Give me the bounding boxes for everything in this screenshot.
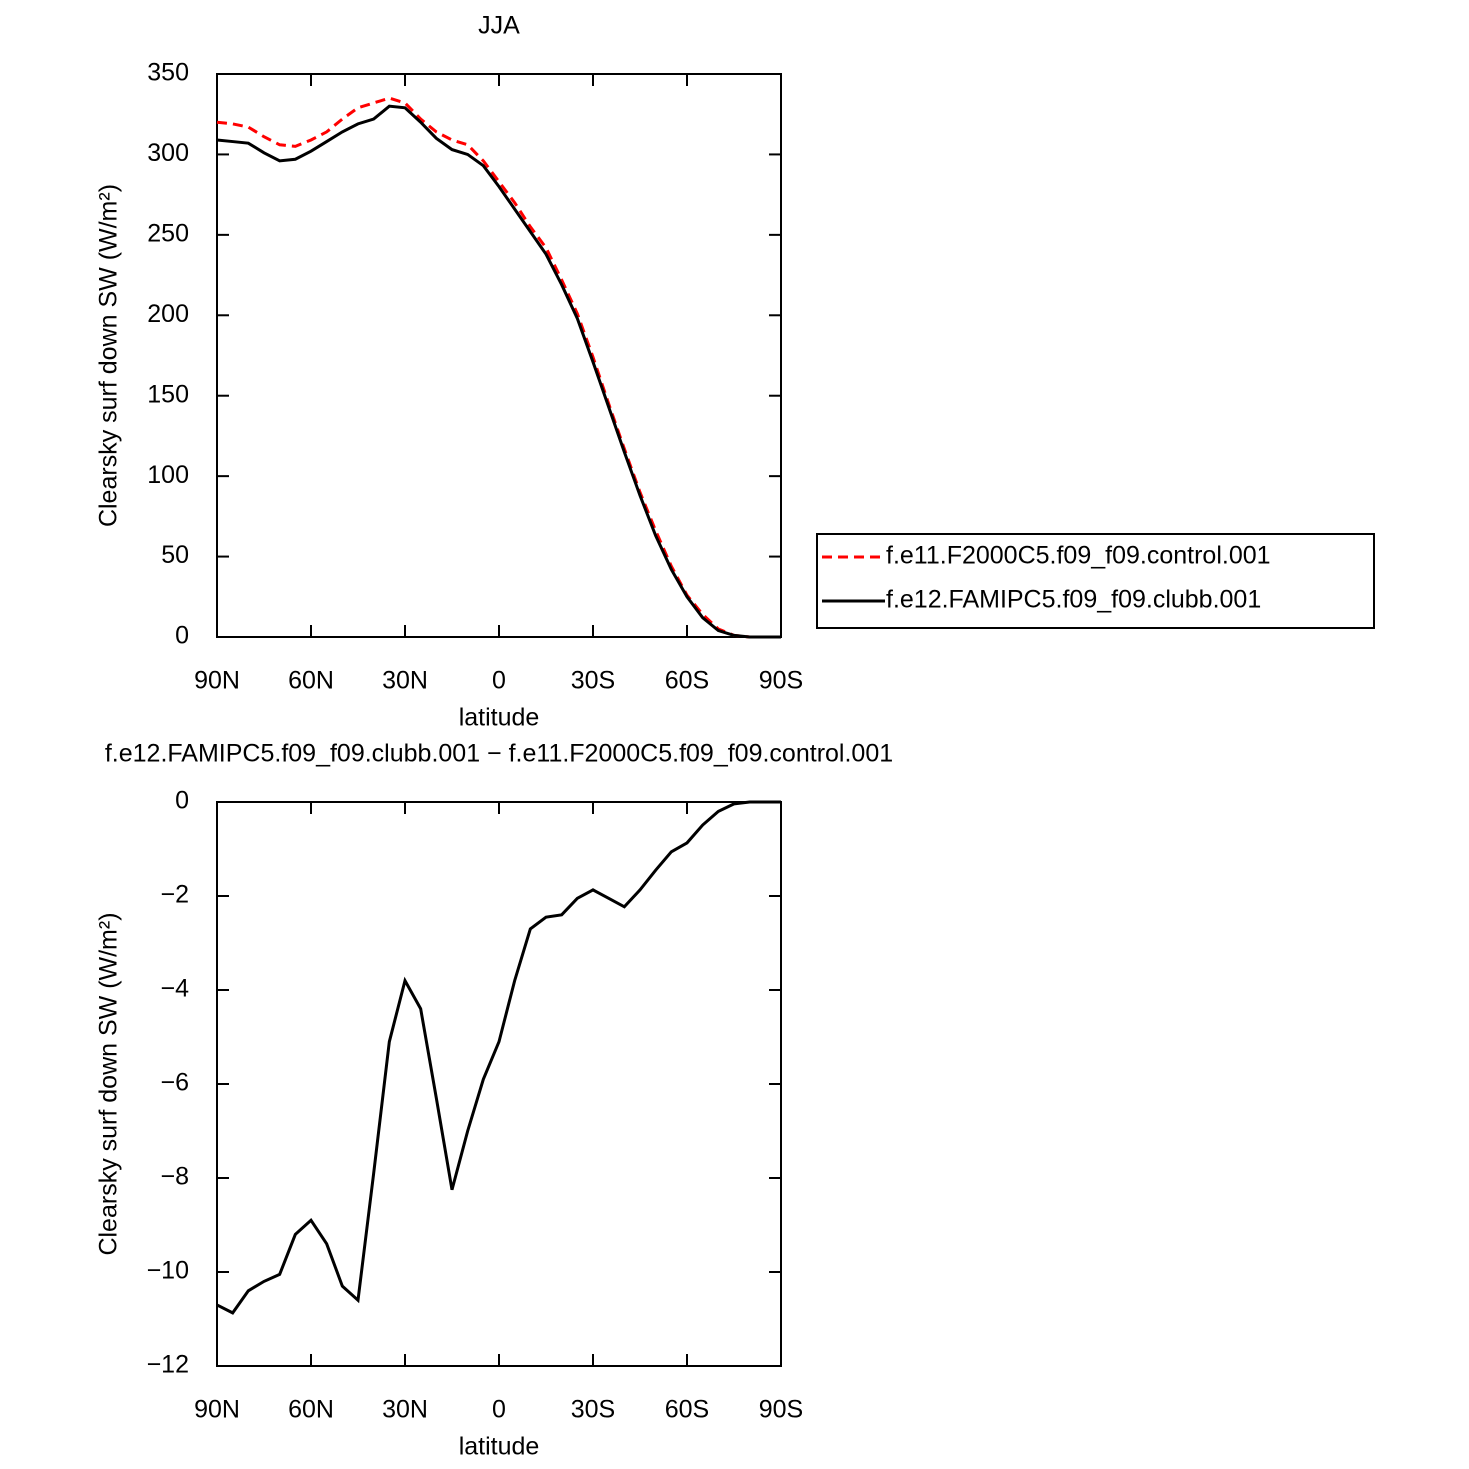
plot-frame <box>216 73 782 638</box>
x-tick-label: 30S <box>571 1396 615 1424</box>
y-tick-label: 200 <box>147 300 189 328</box>
x-axis-label: latitude <box>459 704 540 732</box>
legend-label: f.e12.FAMIPC5.f09_f09.clubb.001 <box>886 586 1261 614</box>
x-tick-label: 90S <box>759 667 803 695</box>
y-tick-label: −8 <box>160 1163 189 1191</box>
chart-title: f.e12.FAMIPC5.f09_f09.clubb.001 − f.e11.… <box>105 740 893 768</box>
y-tick-label: 50 <box>161 541 189 569</box>
x-tick-label: 60N <box>288 667 334 695</box>
x-tick-label: 30N <box>382 1396 428 1424</box>
y-tick-label: 0 <box>175 787 189 815</box>
legend-box <box>816 533 1375 629</box>
y-tick-label: 300 <box>147 139 189 167</box>
x-tick-label: 90S <box>759 1396 803 1424</box>
y-tick-label: 350 <box>147 59 189 87</box>
data-line <box>216 96 781 639</box>
plot-frame <box>216 801 782 1367</box>
y-tick-label: −2 <box>160 881 189 909</box>
y-axis-label: Clearsky surf down SW (W/m²) <box>95 912 123 1255</box>
x-tick-label: 0 <box>492 1396 506 1424</box>
y-tick-label: 100 <box>147 461 189 489</box>
x-tick-label: 60S <box>665 1396 709 1424</box>
y-tick-label: −10 <box>147 1257 189 1285</box>
y-tick-label: −12 <box>147 1351 189 1379</box>
x-tick-label: 60N <box>288 1396 334 1424</box>
y-tick-label: 250 <box>147 219 189 247</box>
x-tick-label: 90N <box>194 667 240 695</box>
x-axis-label: latitude <box>459 1433 540 1461</box>
x-tick-label: 30S <box>571 667 615 695</box>
x-tick-label: 30N <box>382 667 428 695</box>
y-tick-label: 150 <box>147 380 189 408</box>
y-tick-label: 0 <box>175 622 189 650</box>
y-axis-label: Clearsky surf down SW (W/m²) <box>95 184 123 527</box>
x-tick-label: 0 <box>492 667 506 695</box>
x-tick-label: 90N <box>194 1396 240 1424</box>
data-line <box>216 104 781 639</box>
chart-title: JJA <box>478 12 520 40</box>
data-line <box>216 800 781 1315</box>
y-tick-label: −4 <box>160 975 189 1003</box>
legend-label: f.e11.F2000C5.f09_f09.control.001 <box>886 542 1271 570</box>
x-tick-label: 60S <box>665 667 709 695</box>
y-tick-label: −6 <box>160 1069 189 1097</box>
